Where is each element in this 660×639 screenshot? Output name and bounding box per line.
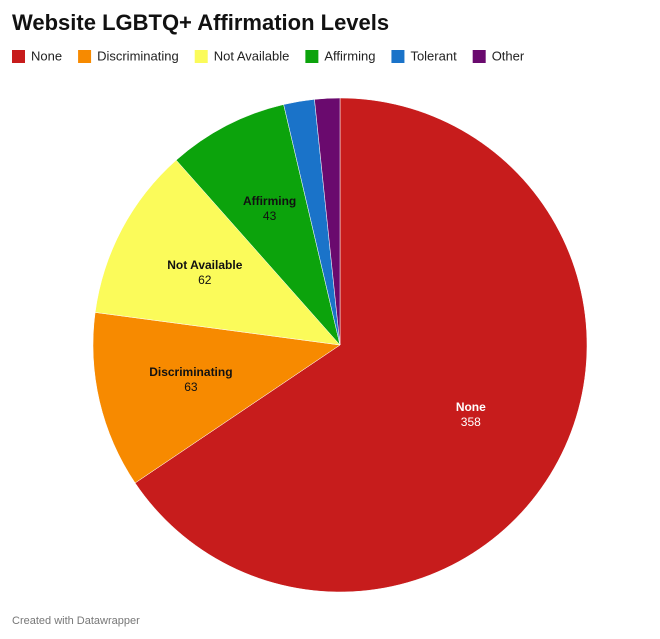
slice-value: 62 [198, 273, 212, 287]
legend-label: Tolerant [410, 48, 457, 63]
slice-label: Discriminating [149, 365, 232, 379]
footer: Created with Datawrapper [12, 615, 140, 627]
slice-label: Not Available [167, 258, 242, 272]
legend-swatch [78, 50, 92, 63]
legend-label: Other [492, 48, 525, 63]
legend-label: None [31, 48, 62, 63]
pie-slice [134, 97, 588, 593]
legend-swatch [12, 50, 25, 63]
legend-label: Not Available [214, 48, 290, 63]
legend-label: Affirming [324, 48, 375, 63]
legend-swatch [194, 50, 208, 63]
legend-swatch [305, 50, 319, 63]
slice-label: None [456, 400, 486, 414]
pie-slice [175, 104, 341, 346]
legend-swatch [472, 50, 486, 63]
legend-label: Discriminating [97, 48, 179, 63]
pie-slice [314, 97, 341, 346]
legend-swatch [391, 50, 405, 63]
slice-value: 63 [184, 380, 198, 394]
slice-value: 43 [263, 209, 277, 223]
pie-slice [92, 312, 341, 484]
chart-title: Website LGBTQ+ Affirmation Levels [12, 10, 389, 35]
slice-label: Affirming [243, 194, 296, 208]
pie-slice [94, 159, 341, 346]
slice-value: 358 [461, 415, 481, 429]
